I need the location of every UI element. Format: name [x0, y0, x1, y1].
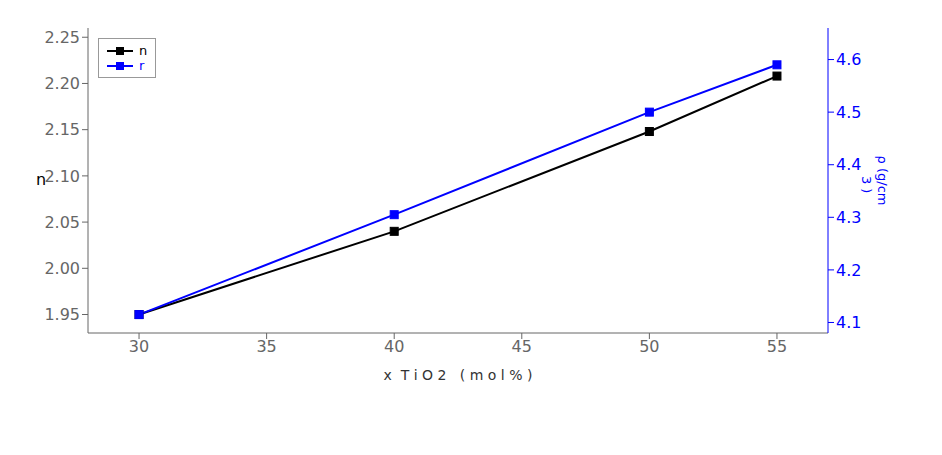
- html-text:r: r: [139, 58, 145, 73]
- svg-text:4.6: 4.6: [836, 50, 861, 69]
- svg-text:4.1: 4.1: [836, 313, 861, 332]
- svg-text:x T i O 2 ( m o l % ): x T i O 2 ( m o l % ): [384, 367, 533, 383]
- svg-text:30: 30: [129, 337, 149, 356]
- svg-text:4.3: 4.3: [836, 208, 861, 227]
- svg-text:1.95: 1.95: [44, 305, 80, 324]
- svg-text:2.25: 2.25: [44, 28, 80, 47]
- svg-text:2.10: 2.10: [44, 167, 80, 186]
- svg-text:2.00: 2.00: [44, 259, 80, 278]
- svg-text:35: 35: [256, 337, 276, 356]
- svg-text:2.15: 2.15: [44, 120, 80, 139]
- svg-text:2.05: 2.05: [44, 213, 80, 232]
- svg-text:2.20: 2.20: [44, 74, 80, 93]
- svg-text:50: 50: [639, 337, 659, 356]
- svg-text:ρ (g/cm 3 ): ρ (g/cm 3 ): [859, 156, 890, 206]
- svg-text:4.5: 4.5: [836, 103, 861, 122]
- svg-text:4.4: 4.4: [836, 155, 861, 174]
- svg-text:45: 45: [512, 337, 532, 356]
- svg-text:40: 40: [384, 337, 404, 356]
- html-text:n: n: [139, 43, 148, 58]
- svg-text:55: 55: [767, 337, 787, 356]
- svg-text:4.2: 4.2: [836, 261, 861, 280]
- svg-text:n: n: [36, 170, 47, 189]
